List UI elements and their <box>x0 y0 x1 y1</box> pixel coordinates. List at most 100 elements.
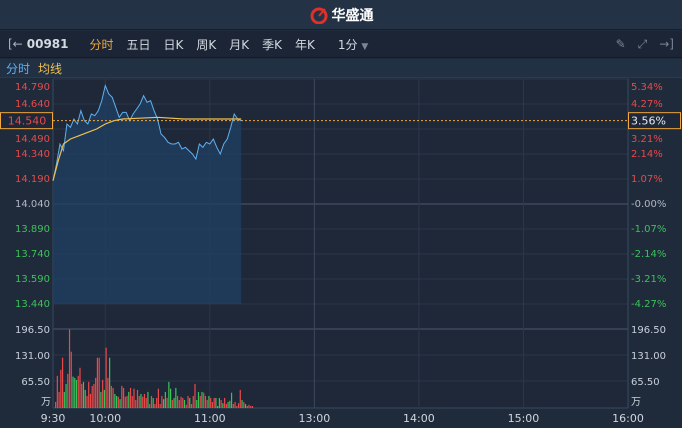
fullscreen-icon[interactable]: ⤢ <box>637 36 648 51</box>
volume-bar <box>93 383 95 408</box>
volume-bar <box>100 391 102 408</box>
volume-bar <box>154 403 156 408</box>
volume-bar <box>136 389 139 408</box>
volume-bar <box>105 347 107 408</box>
volume-bar <box>163 399 165 408</box>
volume-bar <box>58 391 60 408</box>
volume-bar <box>72 376 74 408</box>
pct-tick-label: -4.27% <box>631 299 666 310</box>
volume-bar <box>157 388 160 408</box>
volume-bar <box>159 403 161 408</box>
price-tick-label: 13.590 <box>15 274 50 285</box>
price-tick-label: 13.740 <box>15 249 50 260</box>
volume-bar <box>217 405 219 408</box>
chevron-down-icon: ▼ <box>361 41 369 52</box>
volume-bar <box>201 391 203 408</box>
volume-bar <box>150 395 153 408</box>
volume-unit-label: 万 <box>41 397 51 408</box>
pct-tick-label: -1.07% <box>631 224 666 235</box>
plot-area <box>53 79 628 408</box>
interval-value: 1分 <box>337 37 358 52</box>
collapse-left-icon[interactable]: [← <box>8 37 23 51</box>
volume-bar <box>250 405 252 408</box>
volume-bar <box>243 401 245 408</box>
volume-bar <box>224 397 226 408</box>
volume-bar <box>147 391 149 408</box>
volume-tick-label-right: 65.50 <box>631 377 660 388</box>
brand-logo: 华盛通 <box>309 5 374 25</box>
volume-bar <box>91 385 93 408</box>
volume-bar <box>67 373 69 408</box>
volume-bar <box>129 387 132 408</box>
volume-bar <box>60 369 62 408</box>
tab-quarterly-k[interactable]: 季K <box>262 37 283 52</box>
volume-bar <box>166 397 168 408</box>
volume-bar <box>164 391 166 408</box>
app-header: 华盛通 <box>0 0 682 30</box>
legend-avg[interactable]: 均线 <box>38 61 63 76</box>
volume-bar <box>215 397 217 408</box>
volume-unit-label-right: 万 <box>631 397 641 408</box>
tab-weekly-k[interactable]: 周K <box>196 37 217 52</box>
current-pct-label: 3.56% <box>631 115 666 128</box>
volume-bar <box>98 357 100 408</box>
time-tick-label: 16:00 <box>612 412 644 425</box>
volume-bar <box>251 405 254 408</box>
volume-bar <box>143 393 146 408</box>
volume-bar <box>95 377 97 408</box>
price-line <box>52 84 242 181</box>
volume-bar <box>81 383 83 408</box>
volume-bar <box>218 397 220 408</box>
pencil-icon[interactable]: ✎ <box>615 36 626 51</box>
volume-bar <box>114 393 116 408</box>
volume-bar <box>128 391 130 408</box>
interval-select[interactable]: 1分 ▼ <box>338 36 368 53</box>
tab-monthly-k[interactable]: 月K <box>229 37 250 52</box>
volume-bar <box>175 387 177 408</box>
brand-name: 华盛通 <box>331 7 374 24</box>
volume-bar <box>70 351 72 408</box>
time-tick-label: 10:00 <box>89 412 121 425</box>
price-tick-label: 14.340 <box>15 149 50 160</box>
volume-bar <box>145 397 147 408</box>
volume-bar <box>194 383 196 408</box>
volume-bar <box>237 403 240 408</box>
tab-five-day[interactable]: 五日 <box>126 37 151 52</box>
volume-bar <box>140 393 142 408</box>
volume-bar <box>135 399 137 408</box>
volume-bar <box>171 399 173 408</box>
volume-bar <box>161 395 163 408</box>
volume-bar <box>79 367 81 408</box>
volume-tick-label: 65.50 <box>21 377 50 388</box>
volume-bar <box>84 389 86 408</box>
tab-yearly-k[interactable]: 年K <box>295 37 315 52</box>
stock-code: 00981 <box>26 37 69 51</box>
volume-bar <box>248 404 250 408</box>
collapse-right-icon[interactable]: →] <box>659 36 674 51</box>
volume-bar <box>241 399 243 408</box>
volume-bar <box>196 399 198 408</box>
pct-tick-label: -3.21% <box>631 274 666 285</box>
volume-bar <box>122 387 125 408</box>
price-area <box>53 85 242 305</box>
volume-bar <box>234 401 236 408</box>
volume-bar <box>75 379 78 408</box>
volume-bar <box>115 395 118 408</box>
tab-daily-k[interactable]: 日K <box>163 37 184 52</box>
volume-bar <box>183 399 186 408</box>
volume-bar <box>176 395 179 408</box>
volume-bar <box>173 397 175 408</box>
price-tick-label: 14.490 <box>15 134 50 145</box>
price-tick-label: 14.640 <box>15 99 50 110</box>
volume-bar <box>138 395 140 408</box>
pct-tick-label: 1.07% <box>631 174 663 185</box>
pct-tick-label: 3.21% <box>631 134 663 145</box>
legend-price[interactable]: 分时 <box>6 61 31 76</box>
volume-tick-label-right: 196.50 <box>631 325 666 336</box>
volume-bar <box>199 395 201 408</box>
volume-bar <box>229 400 231 408</box>
volume-bar <box>168 381 170 408</box>
volume-bar <box>102 379 104 408</box>
tab-intraday[interactable]: 分时 <box>89 37 114 52</box>
current-pct-box <box>628 112 681 130</box>
